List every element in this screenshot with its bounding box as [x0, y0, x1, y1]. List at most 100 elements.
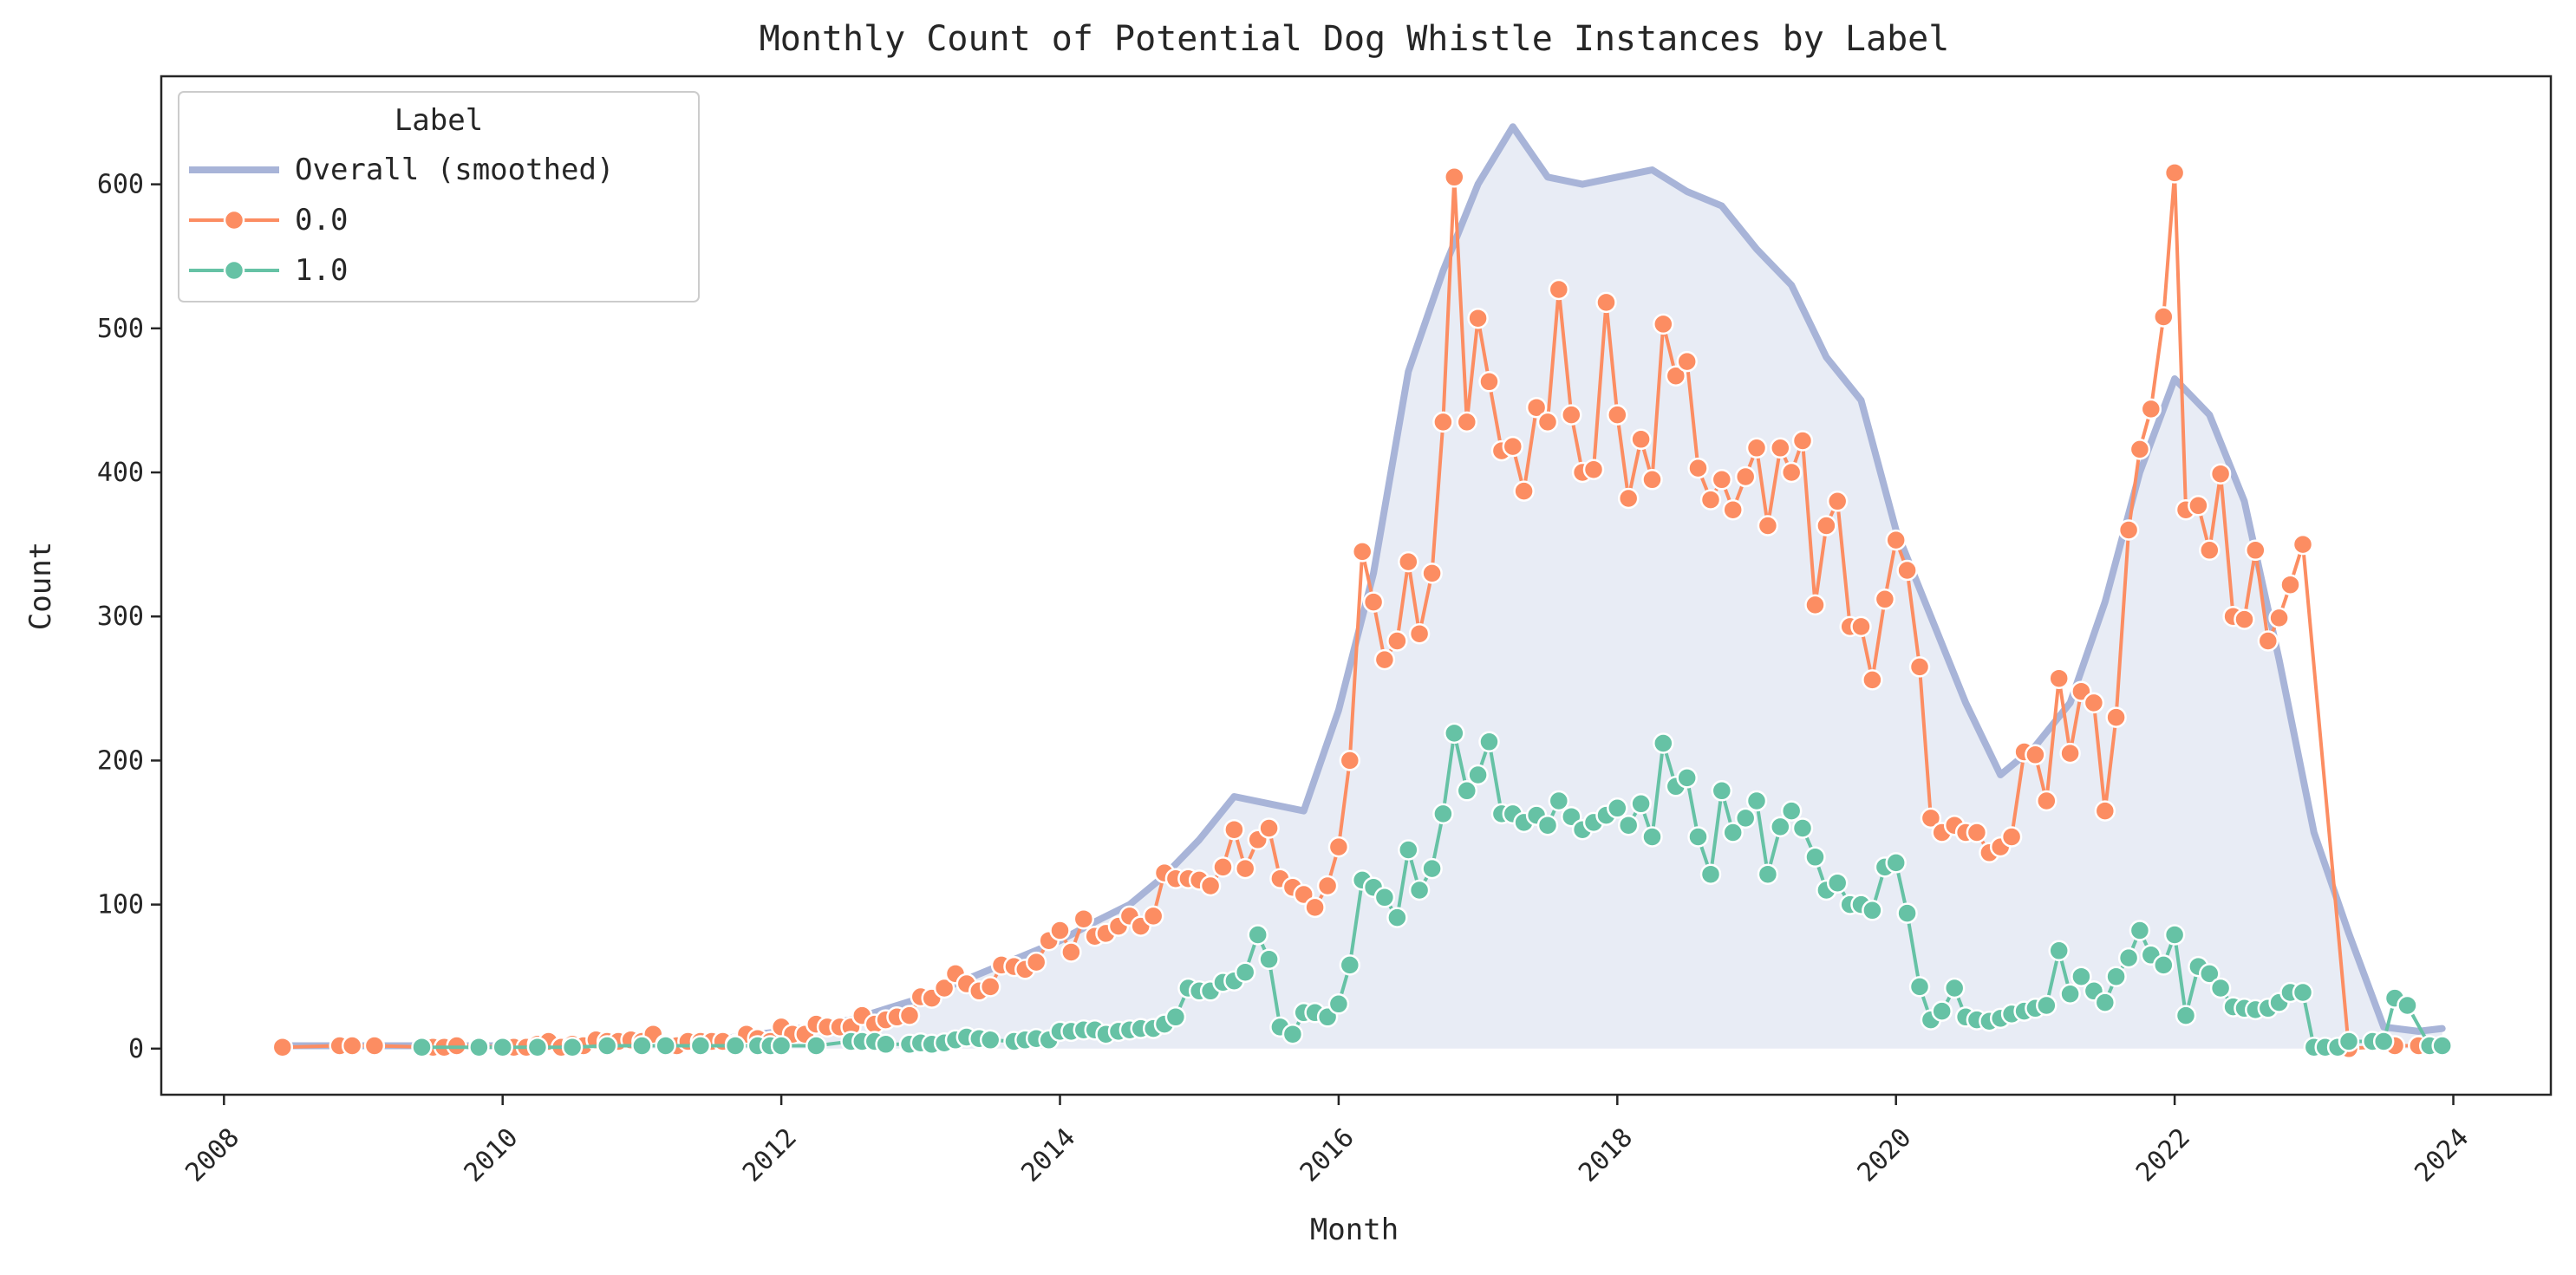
series-1-0-point	[1444, 722, 1465, 745]
series-1-0-point	[2153, 954, 2175, 976]
series-0-0-point	[1850, 615, 1872, 638]
series-0-0-point	[933, 977, 955, 999]
series-1-0-point	[1734, 807, 1757, 829]
series-0-0-point	[1362, 591, 1385, 613]
series-0-0-point	[979, 976, 1001, 998]
series-0-0-point	[2234, 608, 2255, 630]
series-0-0-point	[2129, 439, 2151, 460]
series-0-0-point	[1234, 857, 1256, 880]
series-1-0-point	[2105, 966, 2127, 987]
series-0-0-point	[1676, 350, 1698, 373]
series-1-0-point	[2372, 1031, 2395, 1052]
series-1-0-point	[2292, 981, 2314, 1004]
series-0-0-point	[1025, 951, 1047, 973]
x-tick-label: 2012	[737, 1122, 803, 1188]
series-1-0-point	[1339, 954, 1361, 976]
series-0-0-point	[1908, 656, 1931, 678]
y-tick-label: 400	[97, 458, 144, 488]
series-0-0-point	[1456, 411, 1478, 433]
series-0-0-point	[1212, 856, 1234, 878]
legend: Label Overall (smoothed) 0.0 1.0	[178, 91, 700, 302]
series-1-0-point	[2175, 1005, 2197, 1026]
x-axis-label: Month	[1310, 1213, 1399, 1247]
series-0-0-point	[1920, 807, 1942, 829]
series-0-0-point	[1073, 907, 1095, 930]
series-0-0-point	[1966, 822, 1988, 843]
series-1-0-point	[1327, 993, 1350, 1015]
series-1-0-point	[2036, 994, 2058, 1017]
series-0-0-point	[1049, 920, 1071, 941]
series-0-0-point	[2245, 539, 2266, 562]
series-0-0-point	[2094, 800, 2116, 822]
series-0-0-point	[1804, 594, 1826, 616]
x-tick-label: 2010	[459, 1122, 525, 1188]
series-0-0-point	[1398, 550, 1419, 573]
series-1-0-point	[1408, 879, 1431, 901]
series-1-0-point	[1398, 839, 1419, 861]
series-0-0-point	[1757, 515, 1779, 537]
series-0-0-point	[1060, 941, 1082, 963]
series-1-0-point	[1862, 900, 1883, 921]
series-0-0-point	[2048, 667, 2070, 689]
series-1-0-point	[2163, 924, 2186, 946]
series-0-0-point	[2279, 574, 2301, 595]
series-0-0-point	[2268, 607, 2290, 629]
series-0-0-point	[1745, 437, 1768, 459]
series-0-0-point	[1467, 307, 1489, 329]
series-1-0-point	[875, 1033, 897, 1056]
series-1-0-point	[2397, 994, 2418, 1017]
series-1-0-point	[2431, 1035, 2453, 1057]
series-1-0-point	[2094, 992, 2116, 1013]
series-0-0-point	[1408, 622, 1431, 645]
series-1-0-point	[770, 1035, 792, 1057]
series-0-0-point	[363, 1035, 386, 1057]
series-0-0-point	[1582, 459, 1605, 480]
series-1-0-point	[526, 1036, 549, 1058]
series-1-0-point	[1896, 902, 1918, 924]
legend-marker	[223, 259, 245, 282]
legend-label: Overall (smoothed)	[295, 153, 614, 187]
series-1-0-point	[1699, 863, 1722, 885]
series-1-0-point	[1432, 803, 1454, 825]
series-1-0-point	[561, 1036, 584, 1058]
series-1-0-point	[1617, 814, 1640, 836]
series-0-0-point	[1595, 291, 1617, 314]
series-0-0-point	[1444, 166, 1465, 188]
series-1-0-point	[2048, 940, 2070, 962]
series-1-0-point	[1630, 793, 1652, 815]
series-0-0-point	[1862, 669, 1883, 691]
series-1-0-point	[1373, 887, 1396, 908]
series-1-0-point	[689, 1035, 712, 1057]
series-1-0-point	[1780, 800, 1803, 822]
series-1-0-point	[1478, 731, 1500, 753]
series-0-0-point	[1711, 469, 1733, 491]
legend-entries: Overall (smoothed) 0.0 1.0	[189, 153, 614, 288]
series-0-0-point	[1258, 817, 1280, 839]
x-tick-label: 2016	[1295, 1122, 1360, 1188]
series-1-0-point	[2338, 1031, 2360, 1052]
series-0-0-point	[341, 1035, 363, 1057]
series-1-0-point	[1791, 817, 1814, 839]
series-1-0-point	[2059, 983, 2081, 1005]
series-0-0-point	[1816, 515, 1837, 537]
series-0-0-point	[1373, 648, 1396, 671]
series-1-0-point	[2199, 963, 2221, 985]
series-1-0-point	[1164, 1006, 1187, 1028]
series-0-0-point	[1548, 278, 1570, 301]
series-0-0-point	[1421, 563, 1443, 584]
series-1-0-point	[1386, 907, 1408, 928]
series-1-0-point	[1281, 1023, 1304, 1045]
legend-label: 1.0	[295, 253, 348, 288]
series-0-0-point	[1525, 396, 1548, 419]
series-1-0-point	[1908, 976, 1931, 998]
series-1-0-point	[2071, 966, 2092, 987]
series-1-0-point	[492, 1036, 513, 1058]
legend-marker	[223, 209, 245, 231]
series-1-0-point	[596, 1035, 618, 1057]
series-1-0-point	[1421, 857, 1443, 880]
series-1-0-point	[1676, 767, 1698, 789]
legend-box	[178, 91, 700, 302]
series-0-0-point	[2117, 519, 2140, 541]
series-0-0-point	[1665, 365, 1687, 387]
